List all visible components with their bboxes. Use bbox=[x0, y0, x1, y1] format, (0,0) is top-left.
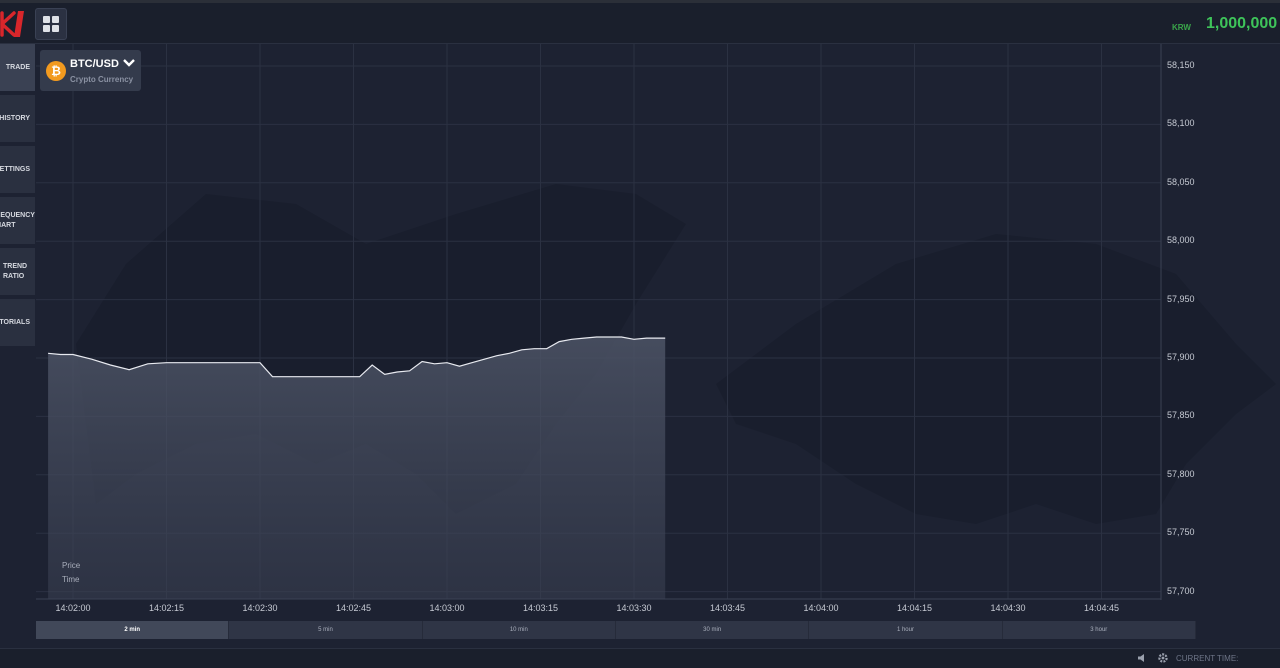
x-tick-label: 14:04:45 bbox=[1083, 603, 1120, 613]
price-area bbox=[48, 337, 666, 599]
x-tick-label: 14:04:00 bbox=[803, 603, 839, 613]
asset-category: Crypto Currency bbox=[70, 75, 134, 84]
legend-time: Time bbox=[62, 575, 80, 584]
x-tick-label: 14:04:15 bbox=[896, 603, 933, 613]
logo-icon[interactable] bbox=[0, 7, 28, 41]
x-tick-label: 14:02:30 bbox=[242, 603, 278, 613]
gear-icon[interactable] bbox=[1157, 652, 1169, 664]
range-10-min-button[interactable]: 10 min bbox=[422, 621, 616, 639]
range-30-min-button[interactable]: 30 min bbox=[615, 621, 810, 639]
speaker-icon[interactable] bbox=[1137, 653, 1147, 663]
sidebar-item-trade[interactable]: TRADE bbox=[0, 44, 35, 92]
x-tick-label: 14:04:30 bbox=[990, 603, 1026, 613]
sidebar-item-label: SETTINGS bbox=[0, 165, 30, 173]
top-bar: KRW 1,000,000 bbox=[0, 0, 1280, 44]
x-tick-label: 14:03:30 bbox=[616, 603, 652, 613]
y-tick-label: 57,750 bbox=[1167, 527, 1195, 538]
y-tick-label: 57,900 bbox=[1167, 352, 1195, 362]
x-tick-label: 14:02:45 bbox=[335, 603, 372, 613]
x-tick-label: 14:03:15 bbox=[522, 603, 559, 613]
bitcoin-icon: ₿ bbox=[46, 61, 66, 81]
sidebar-item-label: HISTORY bbox=[0, 114, 30, 122]
y-tick-label: 58,000 bbox=[1167, 235, 1195, 246]
time-range-selector: 2 min 5 min 10 min 30 min 1 hour 3 hour bbox=[36, 621, 1196, 639]
range-1-hour-button[interactable]: 1 hour bbox=[809, 621, 1003, 639]
y-tick-label: 57,800 bbox=[1167, 468, 1195, 479]
x-tick-label: 14:03:45 bbox=[709, 603, 746, 613]
range-5-min-button[interactable]: 5 min bbox=[229, 621, 423, 639]
price-line bbox=[48, 336, 666, 378]
layout-grid-button[interactable] bbox=[35, 8, 67, 40]
range-2-min-button[interactable]: 2 min bbox=[36, 621, 230, 639]
y-tick-label: 58,150 bbox=[1167, 60, 1195, 70]
y-tick-label: 57,700 bbox=[1167, 585, 1195, 596]
y-tick-label: 57,850 bbox=[1167, 410, 1195, 421]
grid-icon bbox=[43, 16, 59, 32]
sidebar-item-tutorials[interactable]: TUTORIALS bbox=[0, 299, 35, 347]
sidebar-item-label: FREQUENCY CHART bbox=[0, 211, 35, 229]
y-tick-label: 58,100 bbox=[1167, 118, 1195, 129]
sidebar-item-history[interactable]: HISTORY bbox=[0, 95, 35, 143]
sidebar-item-label: TREND RATIO bbox=[3, 262, 28, 280]
chevron-down-icon bbox=[123, 59, 135, 67]
x-tick-label: 14:03:00 bbox=[429, 603, 465, 613]
y-tick-label: 57,950 bbox=[1167, 293, 1195, 304]
sidebar-item-trend-ratio[interactable]: TREND RATIO bbox=[0, 248, 35, 296]
price-chart[interactable] bbox=[36, 44, 1280, 600]
footer-bar: CURRENT TIME: bbox=[0, 648, 1280, 668]
sidebar-item-frequency-chart[interactable]: FREQUENCY CHART bbox=[0, 197, 35, 245]
current-time-label: CURRENT TIME: bbox=[1176, 654, 1239, 663]
legend-price: Price bbox=[62, 561, 81, 570]
range-3-hour-button[interactable]: 3 hour bbox=[1002, 621, 1196, 639]
chart-canvas[interactable] bbox=[36, 44, 1280, 600]
asset-pair: BTC/USD bbox=[70, 58, 119, 70]
balance-currency: KRW bbox=[1172, 23, 1191, 32]
balance-amount: 1,000,000 bbox=[1206, 15, 1278, 32]
y-tick-label: 58,050 bbox=[1167, 176, 1195, 187]
asset-selector[interactable]: ₿ BTC/USD Crypto Currency bbox=[40, 50, 141, 91]
sidebar-item-label: TUTORIALS bbox=[0, 318, 30, 326]
sidebar-item-settings[interactable]: SETTINGS bbox=[0, 146, 35, 194]
x-tick-label: 14:02:15 bbox=[148, 603, 185, 613]
x-tick-label: 14:02:00 bbox=[55, 603, 91, 613]
sidebar-item-label: TRADE bbox=[5, 63, 30, 71]
